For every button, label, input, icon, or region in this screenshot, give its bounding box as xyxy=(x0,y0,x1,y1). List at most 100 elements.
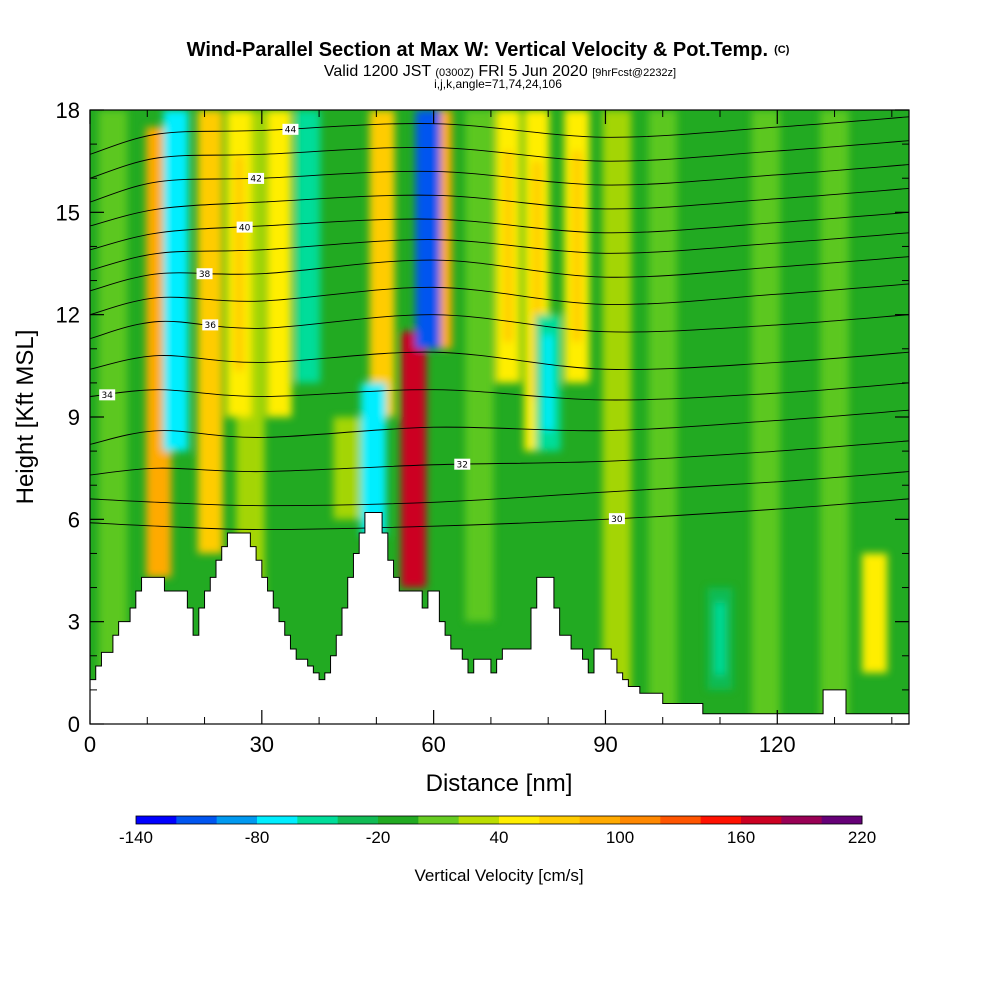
theta-contour-30 xyxy=(90,498,909,531)
updraft-core-5 xyxy=(409,370,419,550)
theta-label-box-44 xyxy=(282,123,299,135)
theta-contour-34 xyxy=(90,382,909,401)
theta-contour-40 xyxy=(90,211,909,251)
plot-area: 30 32 34 36 38 40 42 44 xyxy=(90,110,909,724)
weak-updraft-band-4 xyxy=(602,110,632,724)
colorbar-swatch-17 xyxy=(821,816,863,824)
weak-updraft-band-6 xyxy=(751,110,781,724)
updraft-core-8 xyxy=(532,161,542,400)
y-tick-label-0: 0 xyxy=(68,712,80,737)
y-axis-label: Height [Kft MSL] xyxy=(12,330,39,505)
theta-contour-43 xyxy=(90,140,909,179)
theta-contour-labels: 30 32 34 36 38 40 42 44 xyxy=(99,123,625,525)
colorbar-swatch-9 xyxy=(499,816,540,824)
y-tick-label-18: 18 xyxy=(56,98,80,123)
colorbar-swatch-4 xyxy=(297,816,339,824)
theta-contour-44 xyxy=(90,116,909,155)
colorbar-tick-label-1: -80 xyxy=(245,828,270,847)
theta-label-38: 38 xyxy=(199,270,211,280)
colorbar-swatch-10 xyxy=(539,816,581,824)
colorbar-tick-label-2: -20 xyxy=(366,828,391,847)
theta-label-32: 32 xyxy=(457,460,468,470)
terrain xyxy=(90,512,909,724)
updraft-core-3 xyxy=(274,156,284,371)
colorbar-swatch-3 xyxy=(257,816,298,824)
colorbar-swatch-14 xyxy=(700,816,742,824)
colorbar-swatch-6 xyxy=(378,816,419,824)
x-tick-label-0: 0 xyxy=(84,732,96,757)
x-tick-label-90: 90 xyxy=(593,732,617,757)
updraft-core-1 xyxy=(205,176,215,487)
theta-contour-35 xyxy=(90,351,909,371)
updraft-core-9 xyxy=(572,150,582,342)
colorbar-swatch-1 xyxy=(176,816,218,824)
colorbar-tick-label-3: 40 xyxy=(490,828,509,847)
y-tick-label-6: 6 xyxy=(68,507,80,532)
theta-label-box-32 xyxy=(454,458,471,470)
downdraft-core-5 xyxy=(715,602,725,675)
colorbar-title: Vertical Velocity [cm/s] xyxy=(414,866,583,885)
colorbar-swatch-11 xyxy=(579,816,621,824)
y-tick-label-3: 3 xyxy=(68,610,80,635)
theta-label-box-34 xyxy=(99,389,116,401)
colorbar-swatch-12 xyxy=(620,816,661,824)
y-tick-label-9: 9 xyxy=(68,405,80,430)
theta-label-40: 40 xyxy=(239,223,251,233)
theta-contour-33 xyxy=(90,409,909,445)
theta-contour-38 xyxy=(90,256,909,292)
weak-updraft-band-5 xyxy=(648,110,678,724)
updraft-core-2 xyxy=(234,156,244,371)
colorbar-swatch-15 xyxy=(741,816,782,824)
colorbar-tick-label-5: 160 xyxy=(727,828,755,847)
colorbar-swatch-8 xyxy=(458,816,500,824)
colorbar-swatch-0 xyxy=(136,816,177,824)
theta-label-box-42 xyxy=(248,172,265,184)
y-tick-label-15: 15 xyxy=(56,200,80,225)
colorbar-swatch-5 xyxy=(337,816,379,824)
x-axis: 0 30 60 90 120 xyxy=(84,110,893,757)
chart-title: Wind-Parallel Section at Max W: Vertical… xyxy=(187,39,790,61)
weak-updraft-band-3 xyxy=(465,110,494,622)
theta-contour-42 xyxy=(90,164,909,203)
downdraft-core-4 xyxy=(543,335,553,431)
theta-label-42: 42 xyxy=(250,175,261,185)
colorbar-tick-label-4: 100 xyxy=(606,828,634,847)
x-tick-label-120: 120 xyxy=(759,732,796,757)
subtitle-forecast: [9hrFcst@2232z] xyxy=(592,67,676,79)
updraft-core-7 xyxy=(503,150,513,342)
downdraft-core-0 xyxy=(171,161,181,400)
colorbar-tick-label-6: 220 xyxy=(848,828,876,847)
theta-label-box-30 xyxy=(608,513,625,525)
chart-subtitle: Valid 1200 JST (0300Z) FRI 5 Jun 2020 [9… xyxy=(324,63,676,80)
theta-contour-31 xyxy=(90,471,909,507)
theta-label-box-36 xyxy=(202,319,219,331)
theta-label-34: 34 xyxy=(101,391,113,401)
chart-title-suffix: (C) xyxy=(774,44,790,56)
theta-label-44: 44 xyxy=(285,126,297,136)
downdraft-core-3 xyxy=(423,145,433,313)
y-tick-label-12: 12 xyxy=(56,303,80,328)
theta-label-30: 30 xyxy=(611,515,623,525)
colorbar-swatch-7 xyxy=(418,816,460,824)
downdraft-core-2 xyxy=(368,405,379,514)
updraft-core-4 xyxy=(377,156,387,371)
x-tick-label-30: 30 xyxy=(250,732,274,757)
theta-contour-41 xyxy=(90,188,909,227)
theta-contour-39 xyxy=(90,232,909,271)
chart-subtitle-indices: i,j,k,angle=71,74,24,106 xyxy=(434,77,562,91)
theta-label-36: 36 xyxy=(205,321,217,331)
subtitle-utc: (0300Z) xyxy=(435,67,474,79)
x-axis-label: Distance [nm] xyxy=(426,770,573,797)
colorbar-swatch-13 xyxy=(660,816,702,824)
x-tick-label-60: 60 xyxy=(421,732,445,757)
colorbar-tick-label-0: -140 xyxy=(119,828,153,847)
colorbar-frame xyxy=(135,815,863,825)
theta-label-box-38 xyxy=(196,268,213,280)
colorbar-swatch-16 xyxy=(781,816,823,824)
updraft-core-0 xyxy=(154,194,164,510)
theta-contour-36 xyxy=(90,314,909,339)
colorbar-swatch-2 xyxy=(216,816,258,824)
colorbar: -140 -80 -20 40 100 160 220 xyxy=(119,815,876,847)
